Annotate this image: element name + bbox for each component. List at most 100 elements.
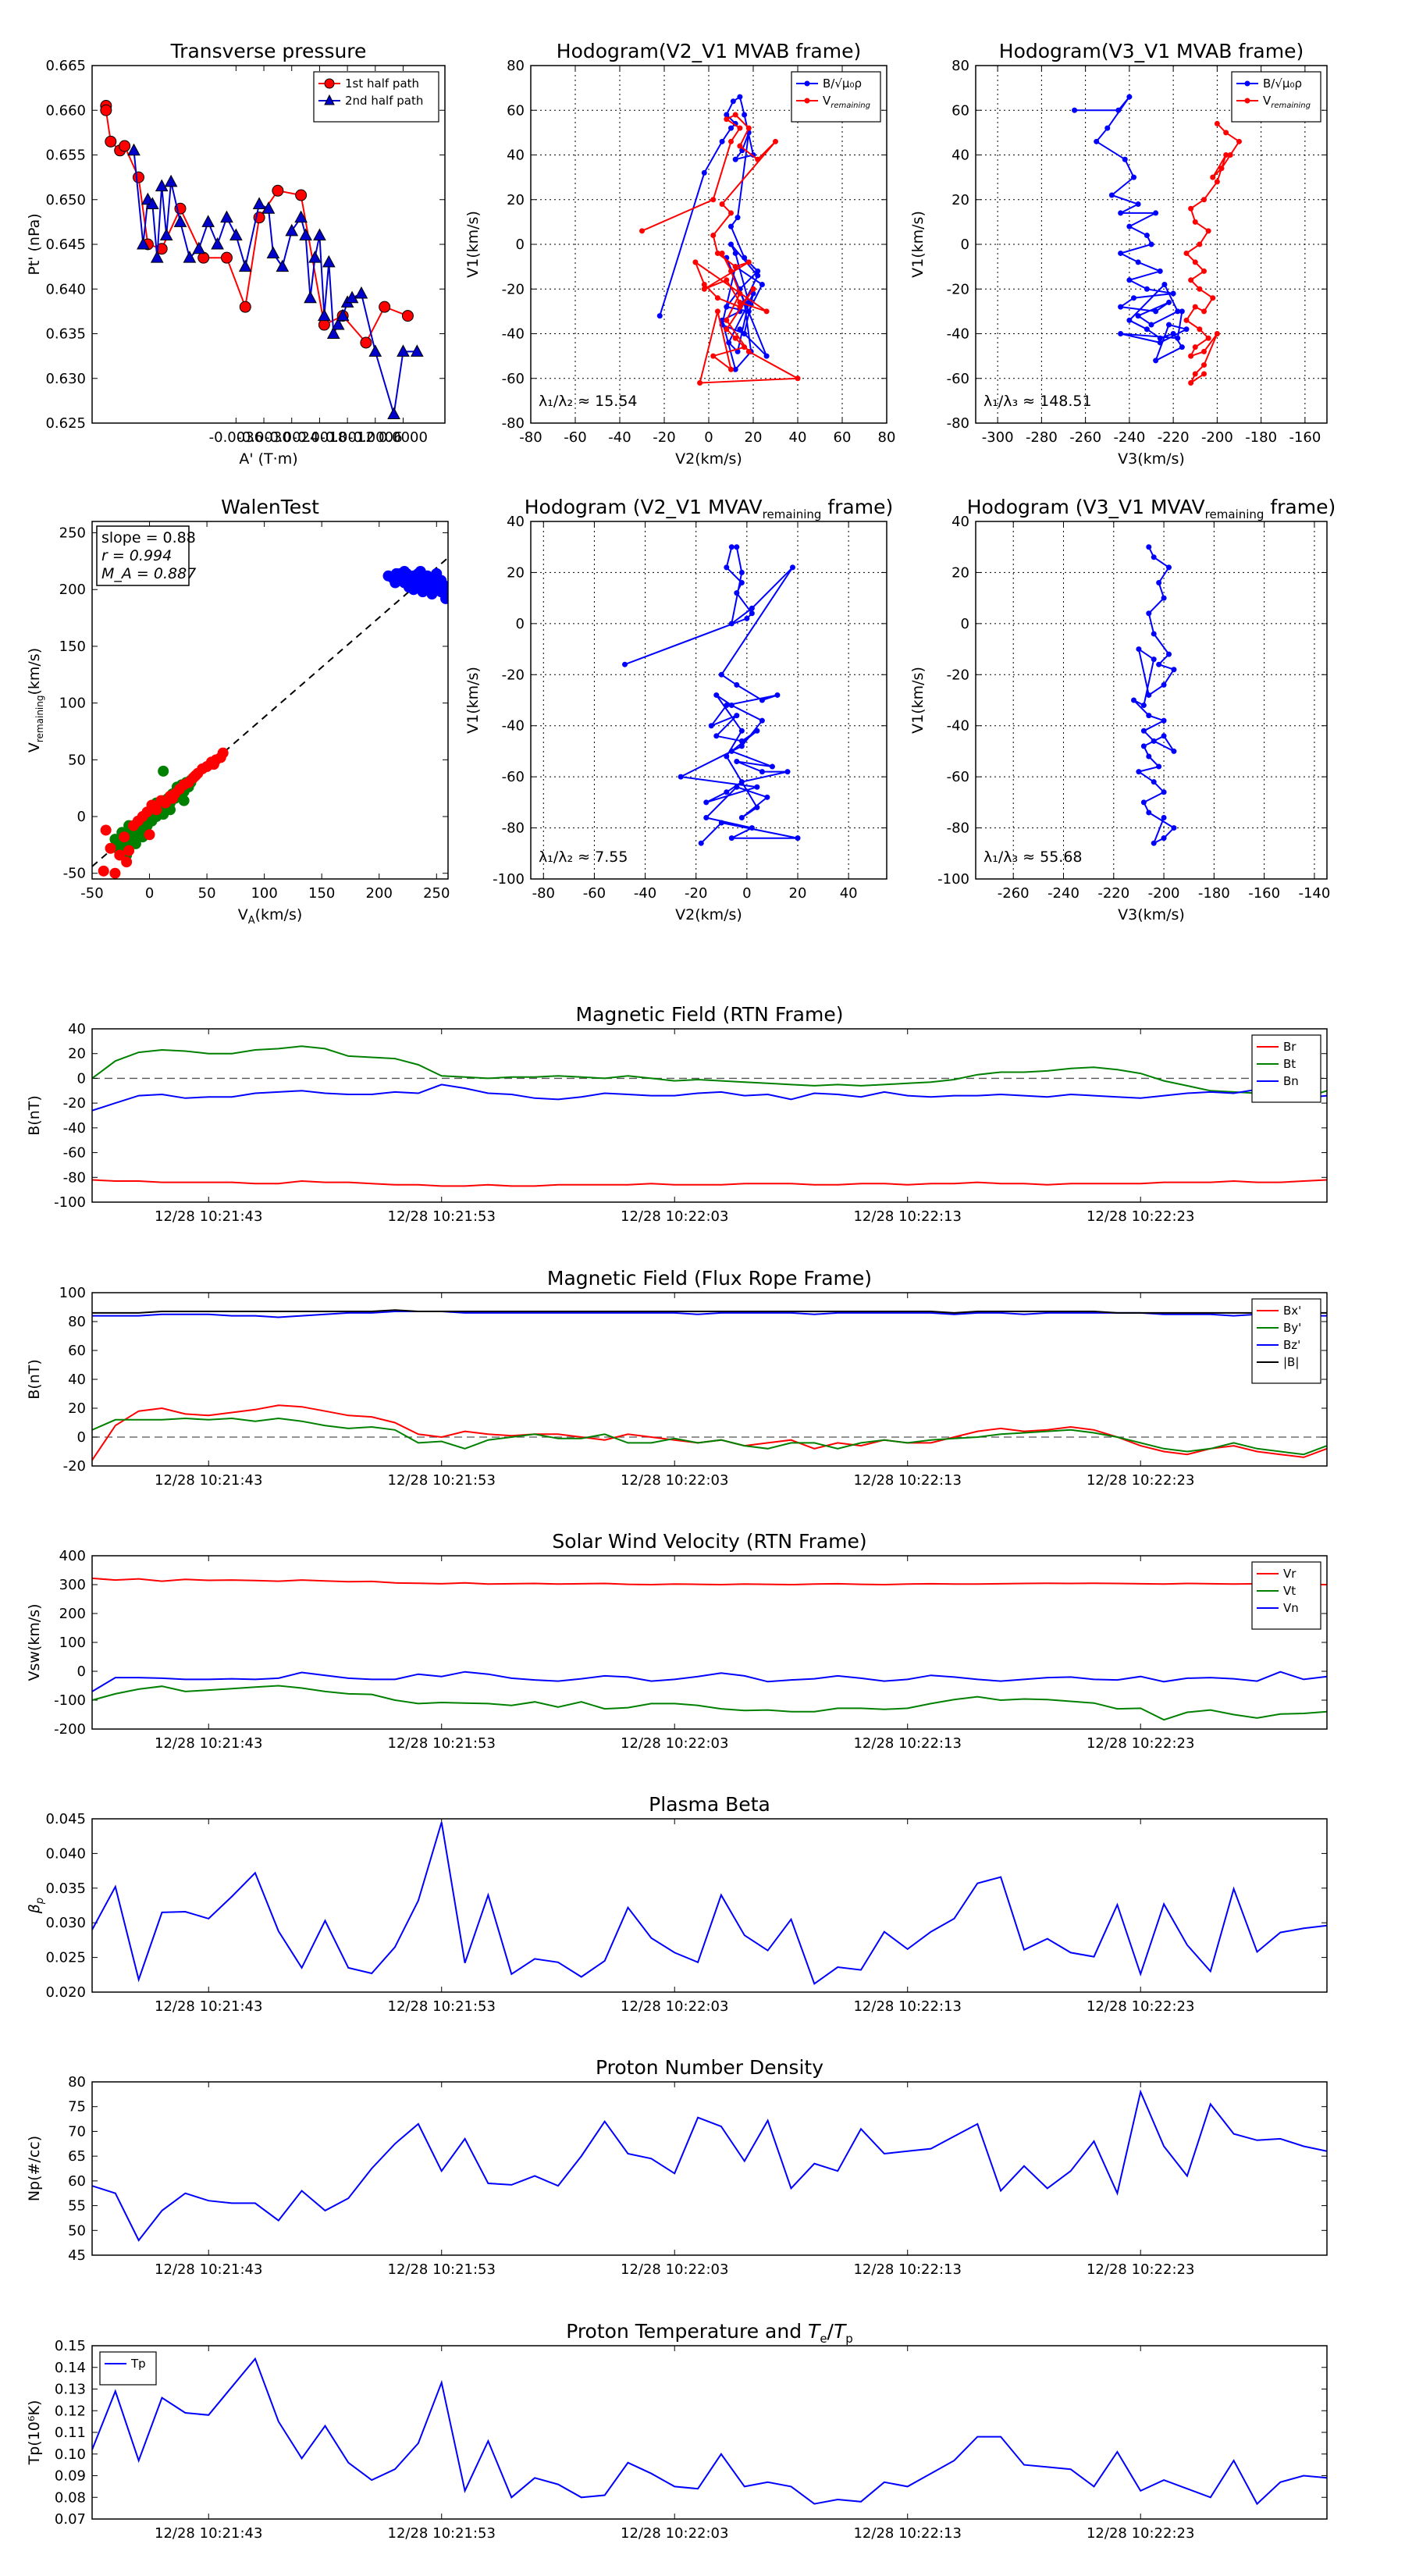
x-tick-label: 12/28 10:21:53 — [388, 2261, 496, 2278]
data-point — [755, 268, 761, 274]
chart-pt: -0.0036-0.0030-0.0024-0.0018-0.0012-0.00… — [26, 40, 446, 468]
axes-frame — [530, 521, 887, 880]
data-point — [703, 799, 710, 806]
data-point — [774, 692, 781, 698]
y-tick-label: 60 — [951, 102, 969, 119]
data-point — [738, 779, 745, 785]
plot-area — [92, 1045, 1327, 1187]
data-point — [1126, 94, 1133, 100]
data-point — [440, 592, 448, 604]
data-point — [738, 738, 745, 744]
legend-label: Bt — [1283, 1057, 1296, 1071]
data-point — [764, 794, 770, 800]
eigenvalue-ratio-annotation: λ₁/λ₂ ≈ 7.55 — [539, 849, 628, 866]
series-line-1st half path — [105, 105, 408, 344]
y-tick-label: -200 — [54, 1721, 86, 1738]
data-point — [742, 344, 748, 350]
eigenvalue-ratio-annotation: λ₁/λ₃ ≈ 148.51 — [984, 393, 1092, 410]
data-point — [728, 366, 734, 372]
data-point — [1201, 308, 1207, 315]
x-tick-label: 12/28 10:22:03 — [621, 2525, 728, 2542]
label-part: (km/s) — [26, 648, 43, 696]
y-tick-label: -80 — [502, 415, 525, 432]
x-tick-label: 12/28 10:21:43 — [155, 1472, 262, 1489]
data-point — [1157, 340, 1163, 346]
data-point — [728, 748, 735, 754]
x-tick-label: -200 — [1201, 429, 1233, 446]
x-tick-label: 12/28 10:22:23 — [1087, 2525, 1194, 2542]
data-point — [201, 215, 215, 227]
chart-h4: -260 -240 -220 -200 -180 -160 -140-100-80-60-4… — [909, 496, 1336, 923]
x-tick-label: 12/28 10:22:13 — [853, 1472, 961, 1489]
data-point — [173, 215, 187, 227]
label-part: V — [26, 742, 43, 753]
plot-area — [639, 94, 801, 386]
data-point — [1188, 379, 1194, 386]
y-tick-label: 0.030 — [45, 1915, 86, 1931]
data-point — [252, 197, 266, 209]
axes-frame — [91, 2345, 1328, 2520]
data-point — [1179, 308, 1185, 315]
data-point — [737, 326, 743, 333]
axes-frame — [91, 521, 449, 880]
y-axis-label: V1(km/s) — [909, 211, 927, 278]
data-point — [759, 697, 765, 703]
data-point — [728, 703, 735, 709]
data-point — [1151, 554, 1157, 560]
title-italic: T — [834, 2320, 847, 2343]
y-tick-label: 0.11 — [55, 2425, 86, 2441]
data-point — [1188, 277, 1194, 283]
chart-walen: -50 0 50 100 150 200 250 -50 0 50 100 150 200 250 Wale… — [26, 496, 450, 927]
x-tick-label: 20 — [745, 429, 763, 446]
y-tick-label: -60 — [63, 1145, 86, 1162]
label-subscript: p — [34, 1898, 46, 1905]
data-point — [718, 820, 724, 826]
data-point — [773, 138, 778, 144]
data-point — [734, 713, 740, 719]
x-tick-label: 12/28 10:21:53 — [388, 2525, 496, 2542]
data-point — [738, 728, 745, 734]
x-tick-label: 50 — [198, 885, 216, 902]
data-point — [1157, 268, 1163, 274]
data-point — [1131, 174, 1136, 180]
data-point — [130, 838, 141, 849]
x-tick-label: 12/28 10:21:53 — [388, 1208, 496, 1225]
series-line-By' — [92, 1417, 1327, 1456]
data-point — [763, 308, 770, 315]
data-point — [1072, 107, 1078, 113]
data-point — [299, 228, 312, 241]
data-point — [1118, 304, 1124, 310]
data-point — [724, 753, 730, 760]
x-axis-label: A' (T·m) — [239, 450, 297, 468]
data-point — [1144, 326, 1150, 333]
data-point — [1166, 299, 1172, 305]
y-tick-label: -20 — [947, 281, 969, 297]
y-tick-label: 0.650 — [45, 192, 86, 208]
plot-area — [92, 2357, 1327, 2506]
x-tick-label: -160 — [1289, 429, 1321, 446]
data-point — [190, 770, 201, 781]
data-point — [1146, 610, 1152, 617]
data-point — [98, 865, 109, 877]
y-tick-label: 0 — [77, 809, 86, 825]
data-point — [220, 210, 233, 223]
data-point — [656, 313, 663, 319]
data-point — [1171, 748, 1177, 754]
data-point — [701, 282, 707, 288]
x-tick-label: 12/28 10:22:03 — [621, 1208, 728, 1225]
title-part: / — [827, 2320, 834, 2343]
data-point — [1201, 268, 1207, 274]
x-tick-label: -40 — [634, 885, 656, 902]
data-point — [1146, 753, 1152, 760]
y-tick-label: -60 — [947, 769, 969, 785]
y-tick-label: 100 — [59, 696, 86, 712]
y-tick-label: 65 — [68, 2148, 86, 2165]
y-tick-label: 40 — [68, 1021, 86, 1037]
data-point — [1201, 362, 1207, 368]
title-italic: T — [808, 2320, 821, 2343]
data-point — [1136, 769, 1142, 775]
data-point — [389, 577, 401, 589]
legend-box — [791, 71, 881, 123]
data-point — [119, 140, 131, 152]
data-point — [734, 544, 740, 550]
